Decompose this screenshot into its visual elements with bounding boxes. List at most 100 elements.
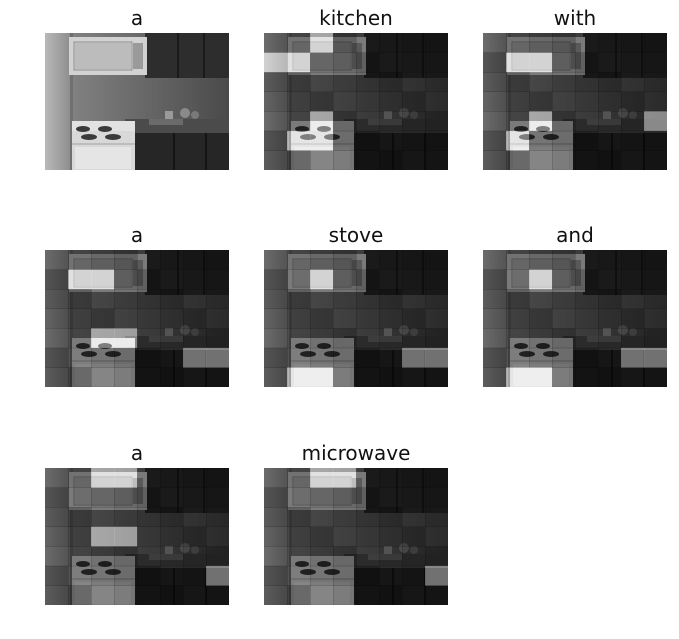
attention-cell [621,308,645,329]
attention-cell [529,72,553,93]
attention-cell [310,52,334,73]
attention-cell [402,150,426,170]
attention-cell [137,347,161,368]
attention-cell-high [506,130,530,151]
attention-cell [68,367,92,387]
attention-cell [425,150,448,170]
attention-cell [264,328,288,349]
attention-cell [333,565,357,586]
attention-cell [310,507,334,528]
attention-cell-high [310,468,334,488]
attention-cell [91,367,115,387]
attention-cell [287,72,311,93]
attention-cell-high [114,526,138,547]
attention-cell [264,130,288,151]
attention-cell [68,250,92,270]
attention-cell [598,111,622,132]
attention-cell [206,269,229,290]
attention-cell [552,347,576,368]
attention-cell [425,130,448,151]
attention-cell-high [91,269,115,290]
attention-cell [575,367,599,387]
attention-cell [333,507,357,528]
attention-cell [183,289,207,310]
attention-cell [575,328,599,349]
attention-cell [264,526,288,547]
panel-title: microwave [301,441,411,465]
attention-cell [183,468,207,488]
panel-image [264,468,448,605]
attention-cell [183,585,207,605]
attention-cell [575,150,599,170]
attention-cell [506,111,530,132]
attention-cell [644,308,667,329]
attention-cell [264,250,288,270]
attention-cell [621,250,645,270]
attention-cell [333,289,357,310]
attention-cell [379,52,403,73]
attention-cell [91,565,115,586]
attention-cell [264,487,288,508]
attention-cell [529,91,553,112]
attention-cell [45,269,69,290]
attention-cell [114,546,138,567]
attention-cell [160,250,184,270]
attention-cell [137,328,161,349]
attention-cell-high [310,33,334,53]
attention-cell [45,565,69,586]
attention-cell-high [206,565,229,586]
panel-image [45,468,229,605]
attention-cell [356,130,380,151]
attention-cell [206,526,229,547]
attention-cell [644,91,667,112]
attention-cell [264,269,288,290]
attention-cell [310,72,334,93]
attention-cell [425,328,448,349]
attention-cell [183,565,207,586]
attention-cell [160,269,184,290]
attention-cell [379,308,403,329]
attention-cell [425,526,448,547]
attention-cell [160,468,184,488]
attention-cell [529,150,553,170]
attention-cell [575,250,599,270]
attention-cell [91,487,115,508]
attention-cell [598,130,622,151]
attention-cell [114,289,138,310]
attention-cell [333,33,357,53]
attention-cell [183,487,207,508]
attention-cell [137,367,161,387]
attention-cell [598,250,622,270]
attention-cell [575,289,599,310]
attention-cell [529,289,553,310]
attention-cell [137,468,161,488]
attention-cell [287,150,311,170]
attention-cell [552,250,576,270]
attention-cell-high [114,468,138,488]
attention-cell-high [264,52,288,73]
attention-cell [402,468,426,488]
attention-cell [425,33,448,53]
attention-cell [68,546,92,567]
attention-cell [598,52,622,73]
attention-cell [402,585,426,605]
attention-cell [333,328,357,349]
attention-cell [356,328,380,349]
attention-cell [379,546,403,567]
attention-cell [160,526,184,547]
panel-image [483,250,667,387]
attention-cell [598,308,622,329]
attention-cell [575,33,599,53]
attention-cell [356,72,380,93]
attention-cell [356,546,380,567]
attention-cell-high [91,468,115,488]
attention-cell [356,269,380,290]
attention-cell [333,91,357,112]
attention-cell [356,367,380,387]
attention-cell [621,111,645,132]
attention-cell [114,308,138,329]
attention-cell [483,111,507,132]
attention-cell [264,565,288,586]
attention-cell [598,91,622,112]
attention-cell [621,52,645,73]
